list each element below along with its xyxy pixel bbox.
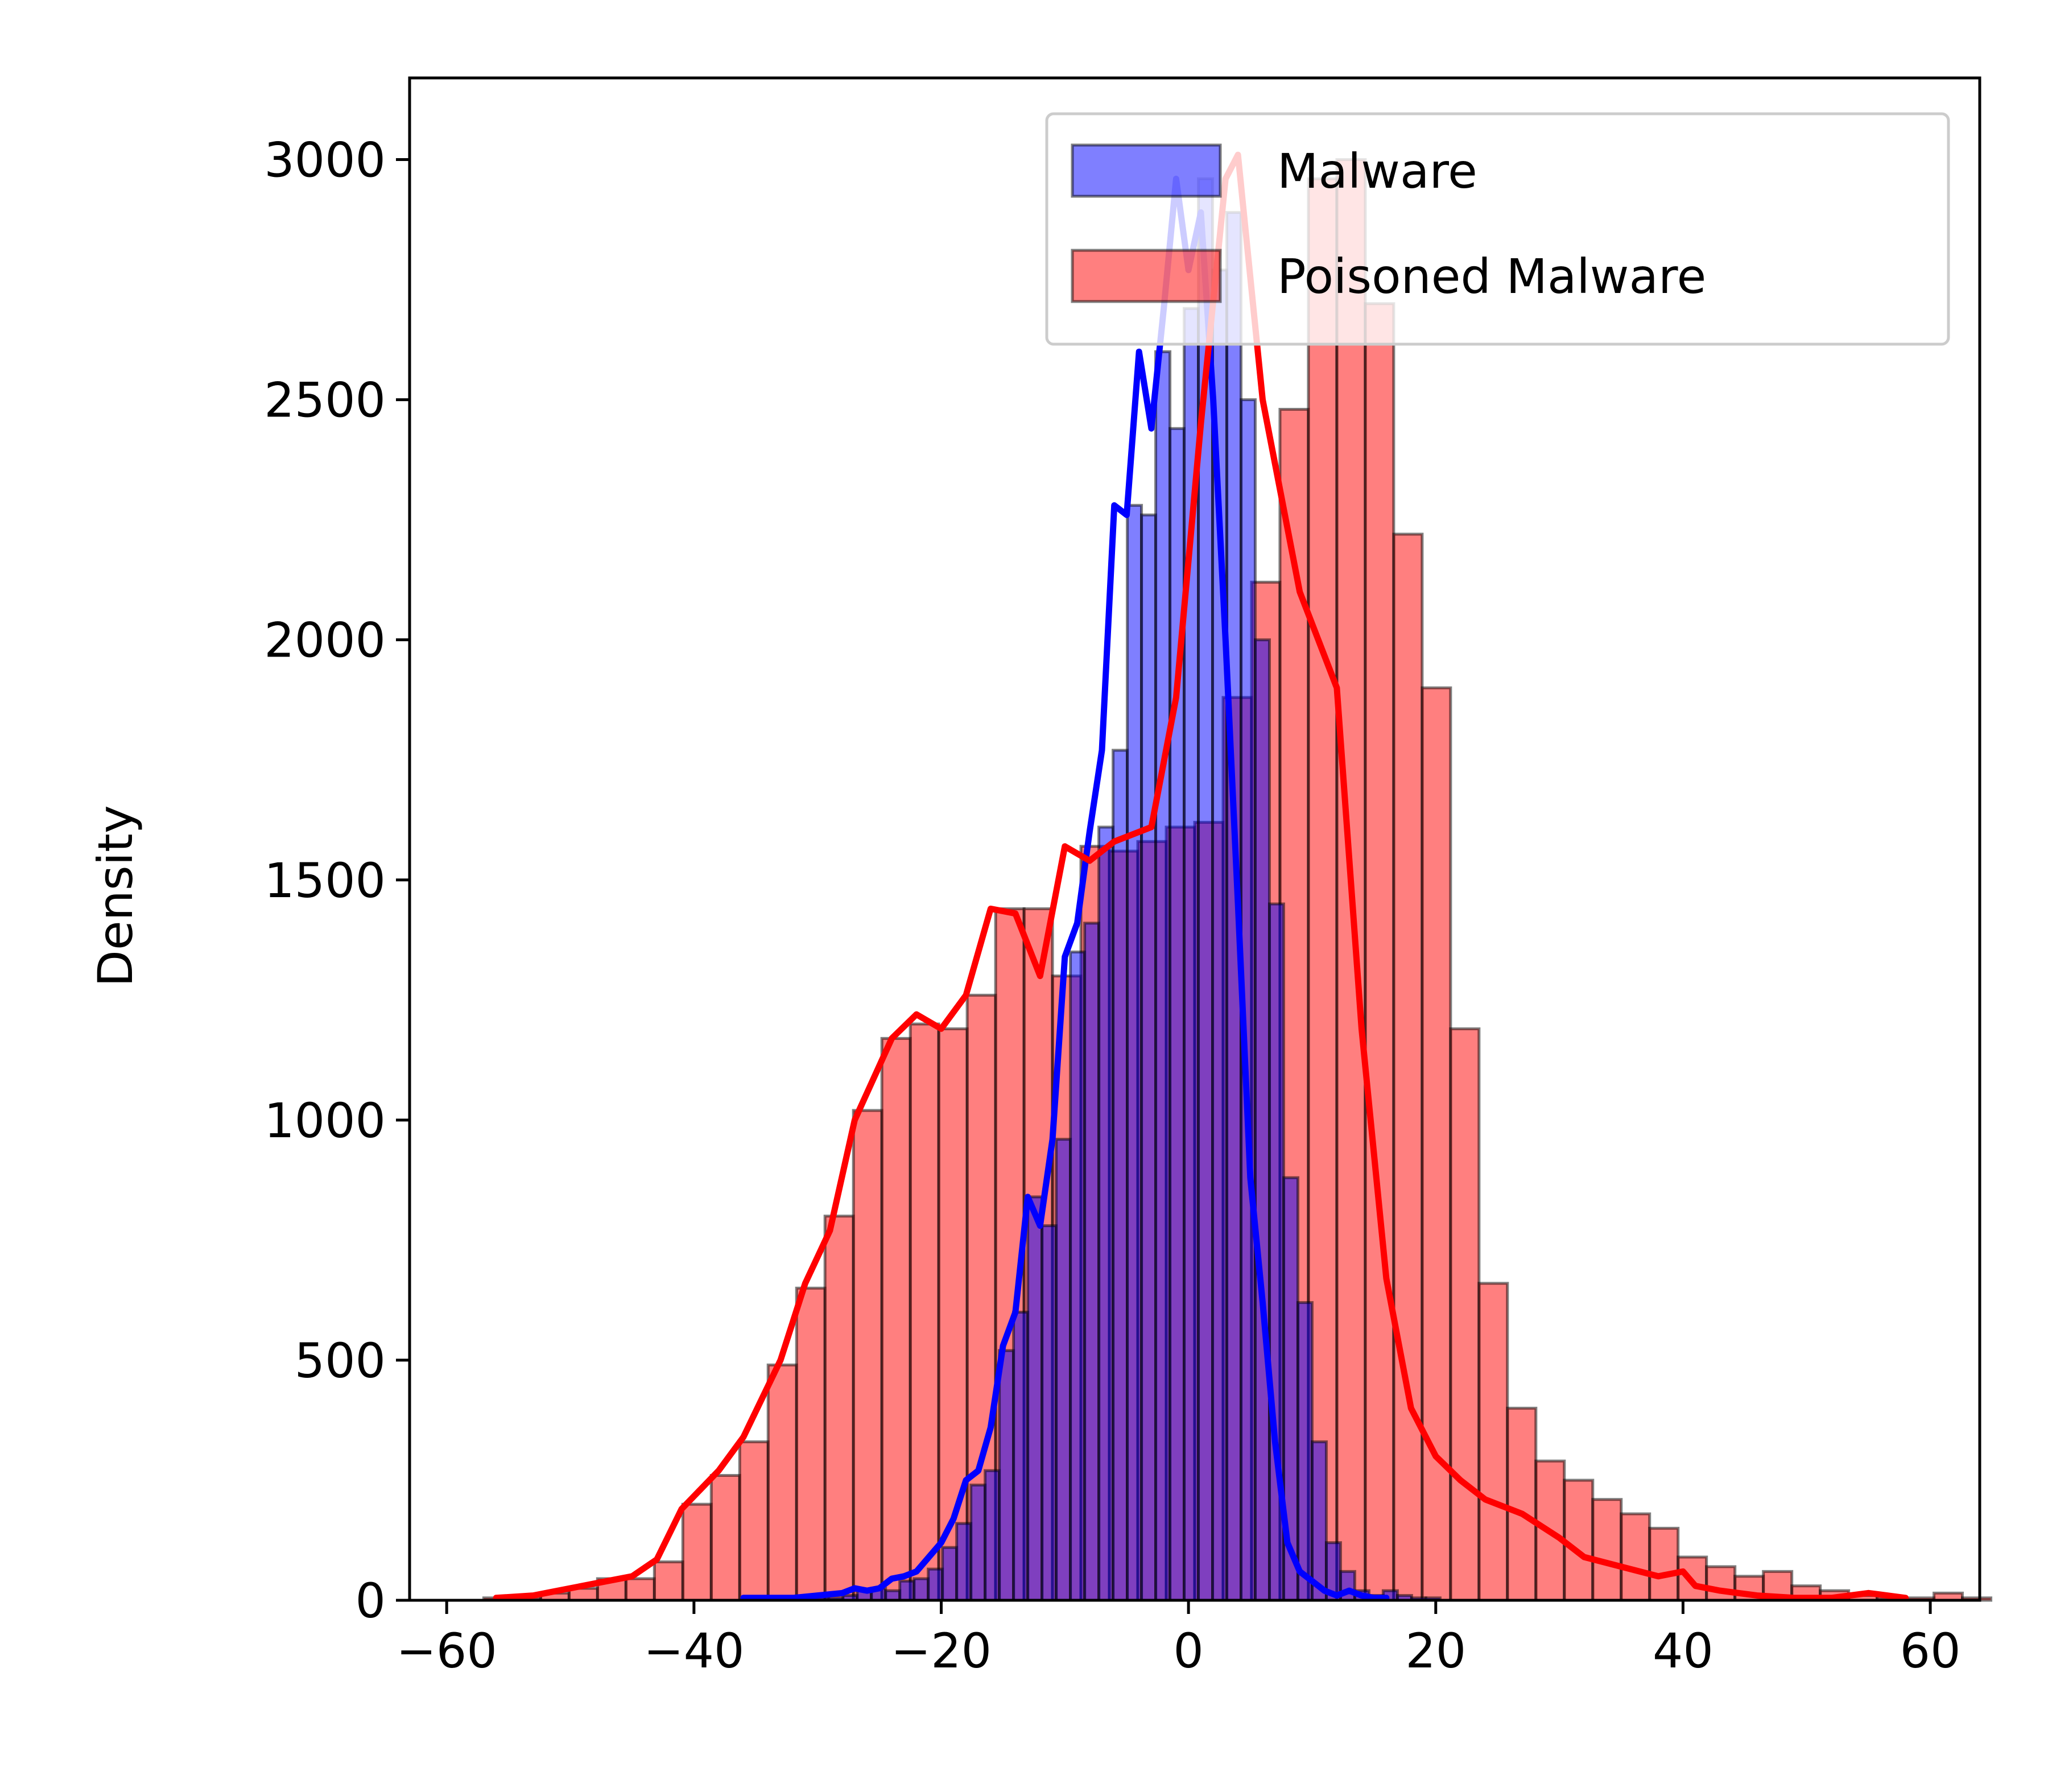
poisoned-malware-bar (880, 1037, 912, 1602)
malware-bar (1154, 350, 1172, 1602)
poisoned-malware-bar (1477, 1282, 1509, 1602)
y-tick-label: 500 (295, 1333, 386, 1389)
malware-bar (1055, 1138, 1072, 1602)
legend-box (1045, 112, 1950, 346)
x-axis: −60 −40 −20 0 20 40 60 (397, 1600, 1961, 1679)
x-tick-label: 20 (1405, 1623, 1466, 1679)
malware-bar (1040, 1224, 1058, 1602)
malware-bar (1069, 950, 1087, 1602)
legend-swatch-poisoned-malware (1071, 249, 1222, 303)
malware-bar (984, 1469, 1001, 1602)
poisoned-malware-bar (1705, 1565, 1737, 1602)
y-axis-title: Density (88, 805, 143, 986)
poisoned-malware-bar (909, 1022, 940, 1602)
poisoned-malware-bar (1591, 1498, 1623, 1602)
malware-bar (1296, 1301, 1314, 1602)
poisoned-malware-bar (766, 1363, 798, 1602)
poisoned-malware-bar (1648, 1526, 1680, 1602)
malware-bar (927, 1567, 944, 1602)
poisoned-malware-kde-line (493, 151, 1909, 1601)
poisoned-malware-bar (1620, 1512, 1651, 1602)
malware-bar (941, 1546, 959, 1602)
x-tick-label: −60 (397, 1623, 497, 1679)
malware-bar (1026, 1195, 1044, 1602)
legend-label-poisoned-malware: Poisoned Malware (1277, 249, 1706, 304)
legend-label-malware: Malware (1277, 143, 1477, 199)
malware-bar (1253, 638, 1271, 1602)
y-axis: 0 500 1000 1500 2000 2500 3000 (264, 133, 410, 1629)
poisoned-malware-bar (624, 1577, 656, 1602)
malware-bar (1112, 749, 1129, 1602)
legend: Malware Poisoned Malware (1045, 112, 1950, 346)
malware-bar (998, 1349, 1015, 1602)
x-tick-label: 40 (1653, 1623, 1713, 1679)
x-tick-label: −20 (891, 1623, 992, 1679)
y-tick-label: 3000 (264, 133, 386, 188)
x-tick-label: 0 (1173, 1623, 1203, 1679)
malware-bar (1126, 503, 1143, 1602)
malware-bar (1097, 825, 1115, 1602)
malware-bar (955, 1522, 973, 1602)
y-tick-label: 1000 (264, 1093, 386, 1149)
y-tick-label: 2000 (264, 613, 386, 668)
x-tick-label: −40 (643, 1623, 744, 1679)
y-tick-label: 2500 (264, 373, 386, 428)
malware-bar (1012, 1311, 1030, 1602)
y-tick-label: 0 (356, 1573, 386, 1629)
poisoned-malware-bar (1506, 1406, 1538, 1602)
malware-bar (1310, 1440, 1328, 1602)
poisoned-malware-bar (653, 1560, 684, 1602)
poisoned-malware-bar (681, 1502, 713, 1602)
y-tick-label: 1500 (264, 853, 386, 909)
kde-lines (493, 151, 1909, 1601)
poisoned-malware-bar (1449, 1027, 1481, 1602)
malware-bar (1140, 513, 1158, 1602)
malware-bar (1083, 922, 1101, 1602)
poisoned-malware-bar (1364, 302, 1395, 1602)
poisoned-malware-bar (823, 1215, 855, 1602)
poisoned-malware-bar (738, 1440, 770, 1602)
poisoned-malware-bar (1392, 532, 1424, 1602)
x-tick-label: 60 (1900, 1623, 1961, 1679)
poisoned-malware-bar (709, 1474, 741, 1602)
malware-kde-line (740, 175, 1390, 1601)
plot-frame (408, 76, 1981, 1602)
malware-bar (912, 1577, 930, 1602)
malware-bar (898, 1579, 916, 1602)
malware-bar (884, 1589, 902, 1602)
malware-bars (742, 177, 1442, 1602)
malware-bar (969, 1483, 987, 1602)
poisoned-malware-bar (1563, 1479, 1595, 1602)
legend-swatch-malware (1071, 143, 1222, 198)
poisoned-malware-bar (795, 1286, 827, 1602)
poisoned-malware-bar (852, 1109, 883, 1602)
